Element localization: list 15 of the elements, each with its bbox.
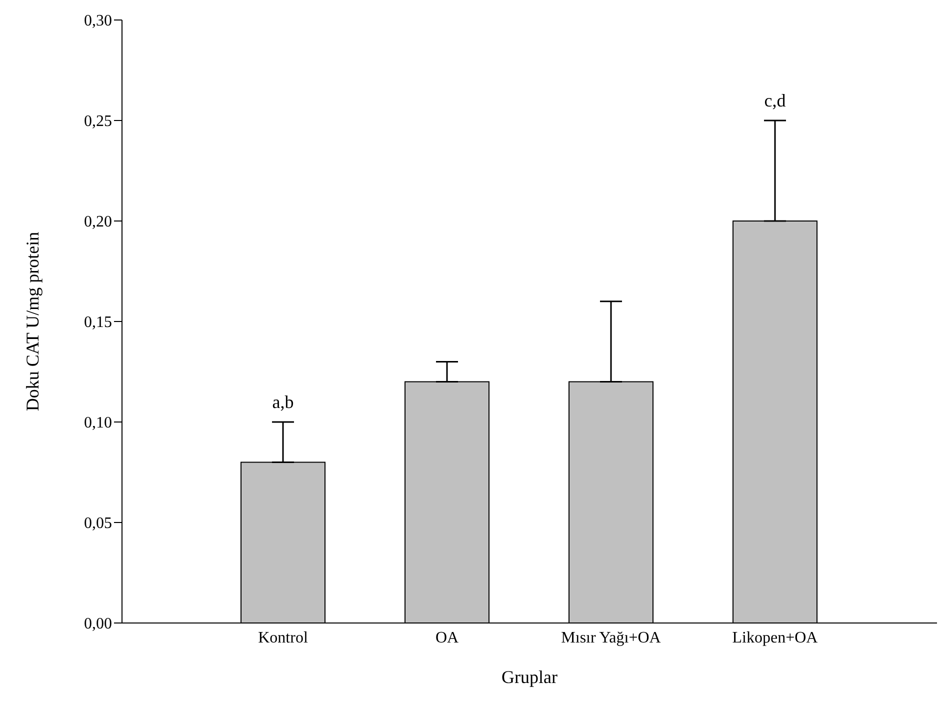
annotation: a,b [272,392,294,412]
x-tick-label: Mısır Yağı+OA [561,629,662,646]
annotation: c,d [764,90,786,110]
y-tick-label: 0,10 [84,414,112,432]
y-tick-label: 0,20 [84,214,112,231]
y-tick-label: 0,30 [84,12,112,30]
x-tick-label: OA [435,629,459,646]
x-tick-label: Likopen+OA [732,629,818,646]
x-axis-title: Gruplar [502,667,558,687]
y-axis-title: Doku CAT U/mg protein [22,232,42,412]
y-tick-label: 0,05 [84,515,112,532]
y-tick-label: 0,25 [84,113,112,130]
y-tick-label: 0,00 [84,616,112,633]
y-tick-label: 0,15 [84,314,112,332]
x-tick-label: Kontrol [258,629,308,646]
